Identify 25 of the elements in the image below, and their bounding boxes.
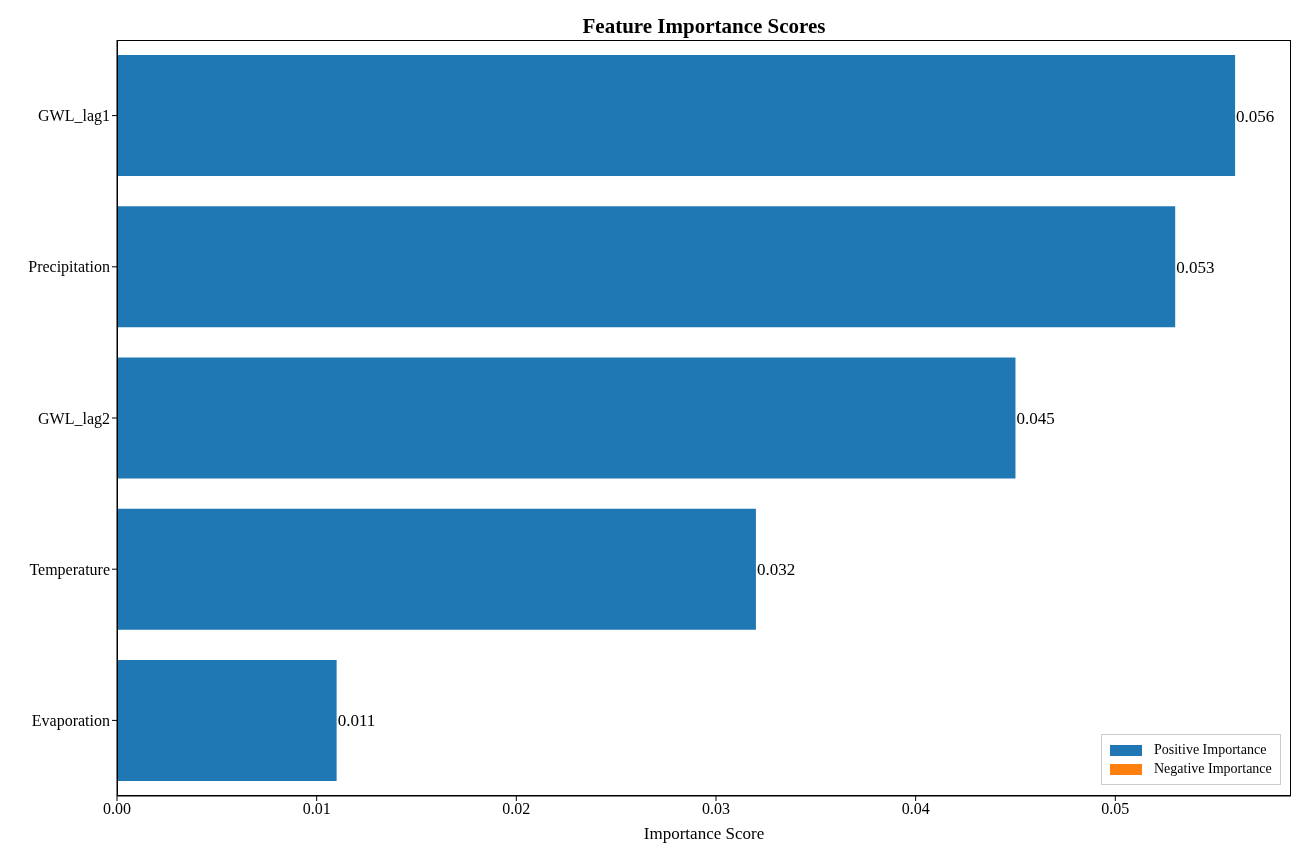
x-tick-label: 0.03 bbox=[701, 800, 730, 818]
y-tick-label: Precipitation bbox=[28, 258, 110, 277]
bar bbox=[117, 659, 337, 781]
legend-label: Negative Importance bbox=[1154, 761, 1272, 777]
y-tick-label: GWL_lag1 bbox=[38, 107, 110, 126]
y-tick-label: GWL_lag2 bbox=[38, 409, 110, 428]
data-label: 0.056 bbox=[1236, 106, 1275, 126]
x-tick-label: 0.04 bbox=[901, 800, 930, 818]
x-tick-label: 0.02 bbox=[502, 800, 531, 818]
data-label: 0.053 bbox=[1176, 257, 1215, 277]
y-tick-label: Evaporation bbox=[31, 712, 110, 731]
x-tick-label: 0.01 bbox=[302, 800, 331, 818]
x-tick-label: 0.00 bbox=[103, 800, 131, 818]
x-tick-label: 0.05 bbox=[1101, 800, 1130, 818]
legend-label: Positive Importance bbox=[1154, 742, 1267, 758]
bar bbox=[117, 55, 1236, 177]
bar bbox=[117, 357, 1016, 479]
chart-title: Feature Importance Scores bbox=[581, 14, 827, 39]
bar bbox=[117, 206, 1176, 328]
data-label: 0.045 bbox=[1016, 409, 1055, 429]
x-axis-title: Importance Score bbox=[642, 824, 766, 844]
data-label: 0.032 bbox=[756, 560, 796, 580]
bar bbox=[117, 508, 756, 630]
y-tick-label: Temperature bbox=[29, 560, 110, 579]
data-label: 0.011 bbox=[337, 711, 376, 731]
